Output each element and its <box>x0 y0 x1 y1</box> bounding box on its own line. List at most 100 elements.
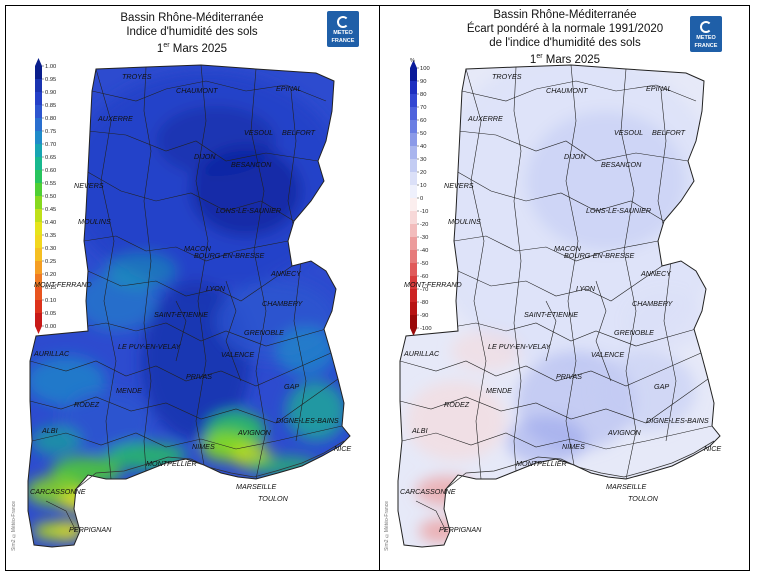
legend-tick-label: -100 <box>420 326 432 332</box>
legend-swatch <box>35 66 42 80</box>
legend-tick-label: 90 <box>420 79 426 85</box>
basin-outline <box>27 64 351 548</box>
city-label: AUXERRE <box>467 114 503 123</box>
legend-unit: % <box>410 58 415 64</box>
soil-moisture-panel: Bassin Rhône-Méditerranée Indice d'humid… <box>6 6 378 570</box>
left-legend: 1.00 0.95 0.90 0.85 0.80 0.75 0.70 0.65 0.60 0.55… <box>32 56 62 336</box>
city-label: RODEZ <box>74 400 100 409</box>
legend-swatch <box>35 131 42 145</box>
city-label: SAINT-ETIENNE <box>154 310 208 319</box>
department-border <box>461 80 697 102</box>
city-label: BELFORT <box>652 128 686 137</box>
legend-swatch <box>410 289 417 303</box>
field-patch <box>506 416 586 466</box>
legend-swatch <box>35 183 42 197</box>
city-label: AVIGNON <box>237 428 272 437</box>
city-label: DIGNE-LES-BAINS <box>646 416 709 425</box>
department-border <box>175 300 187 362</box>
left-title-line3: 1er Mars 2025 <box>156 42 228 55</box>
city-label: MACON <box>554 244 582 253</box>
department-border <box>401 425 713 450</box>
department-border <box>457 130 689 162</box>
meteo-france-logo: METEO FRANCE <box>327 11 359 47</box>
city-label: CARCASSONNE <box>30 487 86 496</box>
city-label: DIGNE-LES-BAINS <box>276 416 339 425</box>
legend-swatch <box>410 315 417 329</box>
legend-tick-label: 0.60 <box>45 168 56 174</box>
legend-swatch <box>35 118 42 132</box>
city-label: CHAMBERY <box>262 299 304 308</box>
city-label: PRIVAS <box>186 372 212 381</box>
department-border <box>620 68 637 480</box>
legend-swatch <box>410 68 417 82</box>
city-label: TROYES <box>122 72 152 81</box>
department-border <box>465 68 487 480</box>
field-patch <box>451 331 521 371</box>
city-label: MOULINS <box>448 217 481 226</box>
legend-bottom-arrow <box>410 328 417 336</box>
legend-swatch <box>35 261 42 275</box>
field-patch <box>249 456 319 476</box>
city-label: LYON <box>206 284 226 293</box>
field-patch <box>286 381 346 441</box>
right-map: TROYES CHAUMONT EPINAL AUXERRE VESOUL BELFORT… <box>397 64 721 548</box>
legend-tick-label: -20 <box>420 222 428 228</box>
city-label: AUXERRE <box>97 114 133 123</box>
city-label: DIJON <box>194 152 216 161</box>
legend-tick-label: -60 <box>420 274 428 280</box>
city-label: MACON <box>184 244 212 253</box>
left-map: TROYES CHAUMONT EPINAL AUXERRE VESOUL BELFORT… <box>27 64 351 548</box>
city-label: PERPIGNAN <box>69 525 112 534</box>
legend-tick-label: 0.20 <box>45 272 56 278</box>
legend-bottom-arrow <box>35 326 42 334</box>
legend-tick-label: 10 <box>420 183 426 189</box>
department-border <box>45 500 77 532</box>
legend-swatch <box>35 248 42 262</box>
legend-swatch <box>35 300 42 314</box>
left-credit: Sim2 ©Météo-France <box>11 501 17 551</box>
legend-tick-label: 100 <box>420 66 430 72</box>
legend-tick-label: 80 <box>420 92 426 98</box>
legend-tick-label: -70 <box>420 287 428 293</box>
legend-top-arrow <box>35 58 42 66</box>
field-patch <box>626 291 706 351</box>
city-label: NIMES <box>562 442 585 451</box>
department-border <box>595 280 612 382</box>
city-label: GRENOBLE <box>244 328 284 337</box>
legend-tick-label: 0.40 <box>45 220 56 226</box>
legend-tick-label: 0.00 <box>45 324 56 330</box>
city-label: PRIVAS <box>556 372 582 381</box>
legend-swatch <box>410 120 417 134</box>
legend-tick-label: 0.50 <box>45 194 56 200</box>
city-label: NIMES <box>192 442 215 451</box>
city-label: BELFORT <box>282 128 316 137</box>
legend-top-arrow <box>410 60 417 68</box>
department-border <box>87 265 293 302</box>
city-label: NEVERS <box>444 181 474 190</box>
city-label: MONT-FERRAND <box>404 280 462 289</box>
legend-swatch <box>35 235 42 249</box>
legend-swatch <box>410 133 417 147</box>
legend-tick-label: -40 <box>420 248 428 254</box>
city-label: TOULON <box>258 494 289 503</box>
legend-tick-label: 40 <box>420 144 426 150</box>
legend-swatch <box>35 209 42 223</box>
legend-swatch <box>35 144 42 158</box>
city-label: GAP <box>654 382 669 391</box>
city-label: RODEZ <box>444 400 470 409</box>
right-credit: Sim2 ©Météo-France <box>384 501 390 551</box>
meteo-france-logo: METEO FRANCE <box>690 16 722 52</box>
field-patch <box>31 426 81 456</box>
field-patch <box>106 253 176 289</box>
department-border <box>399 352 702 387</box>
right-legend-bar: 1009080706050403020100-10-20-30-40-50-60… <box>410 58 432 336</box>
city-label: MENDE <box>116 386 142 395</box>
city-label: LE PUY-EN-VELAY <box>488 342 552 351</box>
right-title-line1: Bassin Rhône-Méditerranée <box>493 9 637 21</box>
left-title-line1: Bassin Rhône-Méditerranée <box>120 12 264 24</box>
legend-swatch <box>35 105 42 119</box>
legend-tick-label: 50 <box>420 131 426 137</box>
city-label: MARSEILLE <box>236 482 277 491</box>
city-label: ALBI <box>41 426 58 435</box>
field-patch <box>191 146 301 236</box>
